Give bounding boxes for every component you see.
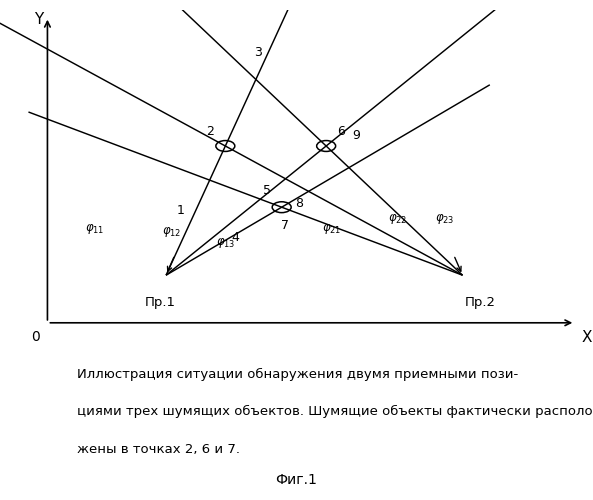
Text: 3: 3 <box>254 46 262 59</box>
Text: Y: Y <box>34 12 43 26</box>
Text: Иллюстрация ситуации обнаружения двумя приемными пози-: Иллюстрация ситуации обнаружения двумя п… <box>77 368 518 380</box>
Text: 4: 4 <box>232 232 240 244</box>
Text: 7: 7 <box>280 220 289 232</box>
Text: $\varphi_{21}$: $\varphi_{21}$ <box>323 222 342 236</box>
Text: 8: 8 <box>295 198 304 210</box>
Text: $\varphi_{12}$: $\varphi_{12}$ <box>162 226 181 239</box>
Text: циями трех шумящих объектов. Шумящие объекты фактически располо-: циями трех шумящих объектов. Шумящие объ… <box>77 405 593 418</box>
Text: 0: 0 <box>31 330 40 344</box>
Text: Фиг.1: Фиг.1 <box>276 474 317 488</box>
Text: $\varphi_{13}$: $\varphi_{13}$ <box>216 236 235 250</box>
Text: Пр.1: Пр.1 <box>145 296 176 308</box>
Text: 6: 6 <box>337 125 345 138</box>
Text: $\varphi_{22}$: $\varphi_{22}$ <box>388 212 407 226</box>
Text: 1: 1 <box>177 204 185 217</box>
Text: жены в точках 2, 6 и 7.: жены в точках 2, 6 и 7. <box>77 442 240 456</box>
Text: $\varphi_{11}$: $\varphi_{11}$ <box>85 222 104 236</box>
Text: 9: 9 <box>352 130 360 142</box>
Text: 5: 5 <box>263 184 271 196</box>
Text: $\varphi_{23}$: $\varphi_{23}$ <box>435 212 454 226</box>
Text: 2: 2 <box>206 125 215 138</box>
Text: Пр.2: Пр.2 <box>465 296 496 308</box>
Text: X: X <box>581 330 592 344</box>
